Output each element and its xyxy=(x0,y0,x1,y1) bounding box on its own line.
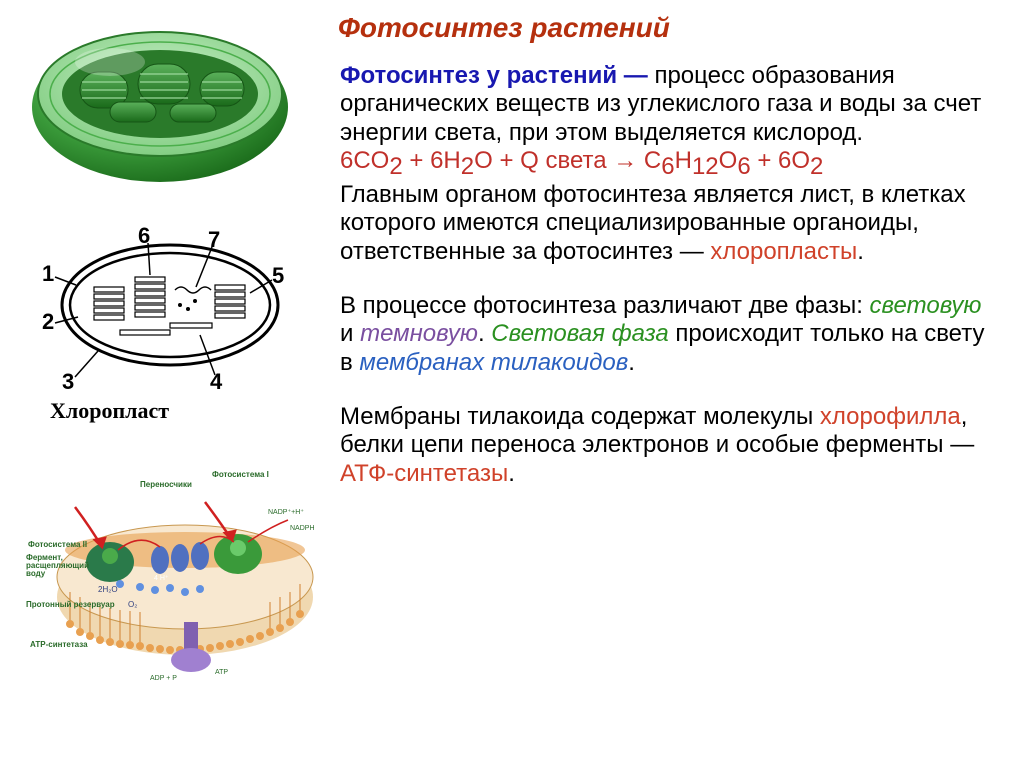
chloroplast-3d-figure xyxy=(20,12,300,187)
f-7: + 6O xyxy=(751,147,810,174)
p3-and: и xyxy=(340,320,360,347)
svg-text:ATP: ATP xyxy=(215,669,228,676)
diagram-label-7: 7 xyxy=(208,227,220,253)
photosynthesis-formula: 6CO2 + 6H2O + Q света → C6H12O6 + 6O2 xyxy=(340,147,823,174)
p3-light: световую xyxy=(870,292,982,319)
p4-k1: хлорофилла xyxy=(820,403,961,430)
chloroplast-labeled-diagram: 1 2 3 4 5 6 7 xyxy=(20,205,300,395)
reservoir-label: Протонный резервуар xyxy=(26,600,115,609)
diagram-label-3: 3 xyxy=(62,369,74,395)
svg-text:ADP + P: ADP + P xyxy=(150,675,177,682)
p3-loc: мембранах тилакоидов xyxy=(359,349,628,376)
page-title: Фотосинтез растений xyxy=(338,12,994,44)
p3-lightphase: Световая фаза xyxy=(491,320,668,347)
f-s2: 2 xyxy=(461,153,474,180)
f-s3: 6 xyxy=(661,153,674,180)
svg-text:NADP⁺+H⁺: NADP⁺+H⁺ xyxy=(268,509,304,516)
para2-body: Главным органом фотосинтеза является лис… xyxy=(340,181,966,265)
p4-k2: АТФ-синтетазы xyxy=(340,460,508,487)
f-s4: 12 xyxy=(692,153,719,180)
f-s5: 6 xyxy=(737,153,750,180)
f-2: + 6H xyxy=(403,147,461,174)
text-column: Фотосинтез растений Фотосинтез у растени… xyxy=(340,12,1004,692)
p3-dark: темновую xyxy=(360,320,478,347)
diagram-label-2: 2 xyxy=(42,309,54,335)
definition-lead: Фотосинтез у растений — xyxy=(340,62,648,89)
f-3: O + Q света xyxy=(474,147,613,174)
thylakoid-membrane-figure: 2H₂O O₂ 4 H⁺ NADP⁺+H⁺ NADPH ADP + P ATP … xyxy=(20,452,320,692)
svg-text:O₂: O₂ xyxy=(128,600,137,609)
p4-dot: . xyxy=(508,460,515,487)
f-s6: 2 xyxy=(810,153,823,180)
f-s1: 2 xyxy=(389,153,402,180)
svg-text:4 H⁺: 4 H⁺ xyxy=(154,575,169,582)
ps2-label: Фотосистема II xyxy=(28,540,87,549)
atp-synthase-label: АТР-синтетаза xyxy=(30,640,88,649)
diagram-label-6: 6 xyxy=(138,223,150,249)
ps1-label: Фотосистема I xyxy=(212,470,269,479)
figures-column: 1 2 3 4 5 6 7 Хлоропласт xyxy=(20,12,320,692)
paragraph-membrane: Мембраны тилакоида содержат молекулы хло… xyxy=(340,403,994,488)
f-5: H xyxy=(675,147,692,174)
f-4: C xyxy=(637,147,661,174)
p3-a: В процессе фотосинтеза различают две фаз… xyxy=(340,292,870,319)
diagram-label-4: 4 xyxy=(210,369,222,395)
p3-dotend: . xyxy=(628,349,635,376)
p4-a: Мембраны тилакоида содержат молекулы xyxy=(340,403,820,430)
f-arrow: → xyxy=(613,147,637,174)
svg-text:2H₂O: 2H₂O xyxy=(98,585,118,594)
diagram-label-1: 1 xyxy=(42,261,54,287)
para2-dot: . xyxy=(857,238,864,265)
f-6: O xyxy=(719,147,738,174)
carriers-label: Переносчики xyxy=(140,480,192,489)
paragraph-phases: В процессе фотосинтеза различают две фаз… xyxy=(340,292,994,377)
diagram-label-5: 5 xyxy=(272,263,284,289)
f-1: 6CO xyxy=(340,147,389,174)
svg-text:NADPH: NADPH xyxy=(290,525,315,532)
para2-keyword: хлоропласты xyxy=(710,238,857,265)
chloroplast-caption: Хлоропласт xyxy=(50,398,320,424)
paragraph-definition: Фотосинтез у растений — процесс образова… xyxy=(340,62,994,266)
p3-dot: . xyxy=(478,320,491,347)
enzyme-label: Фермент, расщепляющий воду xyxy=(26,554,89,578)
